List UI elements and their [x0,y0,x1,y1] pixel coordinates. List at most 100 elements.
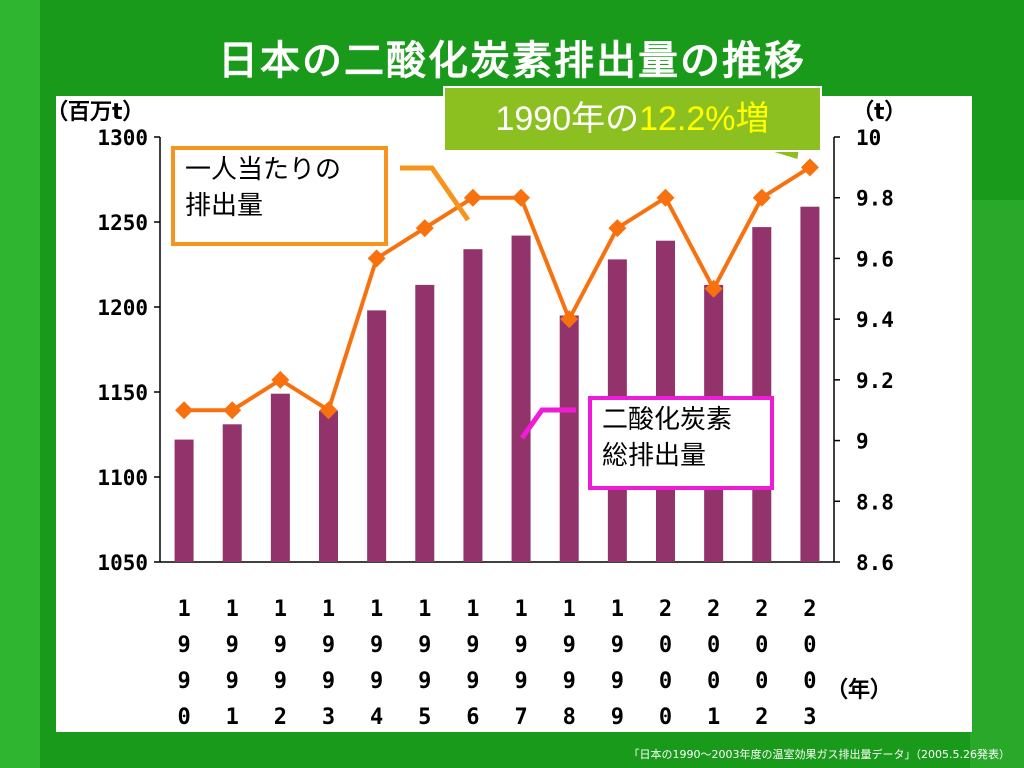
x-tick-label: 1 [322,597,335,622]
bar [559,315,579,562]
callout-prefix: 1990年の [495,100,640,138]
x-tick-label: 9 [611,669,624,694]
x-tick-label: 0 [177,705,190,730]
x-tick-label: 9 [177,669,190,694]
x-tick-label: 2 [803,597,816,622]
x-tick-label: 3 [803,705,816,730]
right-tick-label: 9.6 [856,247,894,271]
bar [319,410,338,562]
bar [415,284,435,562]
per-capita-label-line: 排出量 [185,191,264,221]
x-tick-label: 9 [226,633,239,658]
bar [800,206,820,562]
x-tick-label: 9 [611,633,624,658]
line-point [175,401,194,420]
bar [222,424,242,562]
right-tick-label: 8.6 [856,551,894,575]
x-tick-label: 9 [322,633,335,658]
x-tick-label: 9 [370,669,383,694]
line-point [704,279,723,298]
x-tick-label: 1 [514,597,527,622]
x-tick-label: 8 [563,705,576,730]
x-tick-label: 0 [755,669,768,694]
right-tick-label: 9.8 [856,187,894,211]
line-point [223,401,242,420]
line-point [608,219,627,238]
x-tick-label: 0 [707,669,720,694]
x-tick-label: 1 [707,705,720,730]
x-tick-label: 0 [803,633,816,658]
x-tick-label: 0 [659,633,672,658]
bar [463,249,483,562]
x-tick-label: 9 [370,633,383,658]
line-point [656,188,675,207]
x-tick-label: 9 [418,633,431,658]
slide-title: 日本の二酸化炭素排出量の推移 [218,38,806,84]
right-tick-label: 8.8 [856,490,894,514]
line-point [463,188,482,207]
line-point [319,401,338,420]
background-stripe [0,0,40,768]
x-tick-label: 9 [177,633,190,658]
left-axis-unit: （百万t） [46,100,145,125]
x-tick-label: 4 [370,705,383,730]
per-capita-line [184,165,811,414]
x-tick-label: 9 [611,705,624,730]
x-tick-label: 1 [418,597,431,622]
x-axis-unit: （年） [826,678,893,703]
right-tick-label: 9.2 [856,369,894,393]
per-capita-label: 一人当たりの 排出量 [171,146,388,246]
x-tick-label: 1 [274,597,287,622]
x-tick-label: 2 [659,597,672,622]
x-tick-label: 0 [803,669,816,694]
x-tick-label: 7 [514,705,527,730]
total-emissions-label: 二酸化炭素 総排出量 [588,396,774,490]
right-axis-unit: （t） [852,100,907,125]
increase-callout: 1990年の12.2%増 [443,86,822,152]
right-tick-label: 10 [856,126,881,150]
x-tick-label: 9 [274,633,287,658]
right-tick-label: 9.4 [856,308,894,332]
x-tick-label: 1 [177,597,190,622]
x-tick-label: 2 [755,597,768,622]
x-tick-label: 9 [563,669,576,694]
line-point [800,158,819,177]
background-stripe [970,200,1024,768]
x-tick-label: 6 [466,705,479,730]
left-tick-label: 1300 [97,126,148,150]
left-tick-label: 1250 [97,211,148,235]
line-point [512,188,531,207]
x-tick-label: 9 [226,669,239,694]
line-point [752,188,771,207]
bar [270,393,290,562]
line-point [560,310,579,329]
line-point [367,249,386,268]
x-tick-label: 0 [755,633,768,658]
left-tick-label: 1200 [97,296,148,320]
per-capita-leader [400,165,471,222]
x-tick-label: 3 [322,705,335,730]
x-tick-label: 5 [418,705,431,730]
left-tick-label: 1150 [97,381,148,405]
x-tick-label: 1 [466,597,479,622]
x-tick-label: 0 [659,705,672,730]
total-label-line: 二酸化炭素 [602,405,733,435]
x-tick-label: 9 [563,633,576,658]
left-tick-label: 1050 [97,551,148,575]
callout-highlight: 12.2%増 [639,100,770,138]
x-tick-label: 9 [322,669,335,694]
x-tick-label: 9 [274,669,287,694]
line-point [415,219,434,238]
per-capita-label-line: 一人当たりの [185,155,342,185]
bar [367,310,387,562]
left-tick-label: 1100 [97,466,148,490]
x-tick-label: 9 [514,633,527,658]
line-point [271,370,290,389]
total-label-line: 総排出量 [602,441,707,471]
x-tick-label: 9 [418,669,431,694]
x-tick-label: 2 [274,705,287,730]
right-tick-label: 9 [856,430,869,454]
x-tick-label: 0 [707,633,720,658]
x-tick-label: 9 [514,669,527,694]
x-tick-label: 1 [226,597,239,622]
